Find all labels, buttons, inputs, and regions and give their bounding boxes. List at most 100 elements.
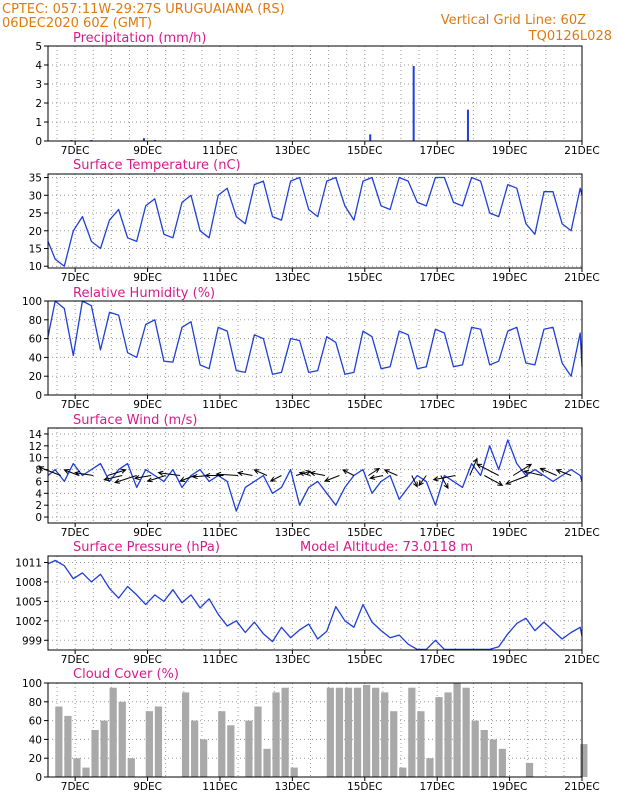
precipitation-xtick-label: 13DEC: [275, 145, 310, 157]
wind-wind-arrow: [418, 475, 427, 487]
cloud-cover-bar: [64, 715, 72, 777]
wind-ytick-label: 0: [35, 512, 42, 524]
temperature-xtick-label: 11DEC: [202, 272, 237, 284]
wind-wind-arrow: [368, 467, 381, 476]
cloud-cover-bar: [326, 687, 335, 777]
temperature-ytick-label: 25: [29, 208, 42, 220]
cloud-cover-ytick-label: 20: [29, 753, 42, 765]
temperature-ytick-label: 20: [29, 226, 42, 238]
precipitation-xtick-label: 7DEC: [61, 145, 90, 157]
precipitation-xtick-label: 11DEC: [202, 145, 237, 157]
wind-ytick-label: 14: [29, 429, 43, 441]
pressure-plot-frame: [47, 555, 583, 651]
cloud-cover-bar: [344, 687, 353, 777]
wind-ytick-label: 2: [35, 500, 42, 512]
precipitation-ytick-label: 4: [35, 60, 42, 72]
cloud-cover-bar: [399, 767, 407, 777]
precipitation-ytick-label: 5: [35, 41, 42, 53]
cloud-cover-bar: [218, 711, 226, 777]
wind-wind-arrow: [38, 466, 61, 476]
humidity-xtick-label: 15DEC: [347, 399, 382, 411]
wind-xtick-label: 15DEC: [347, 527, 382, 539]
precipitation-bar: [369, 134, 372, 141]
cloud-cover-xtick-label: 7DEC: [61, 781, 90, 793]
humidity-xtick-label: 17DEC: [419, 399, 454, 411]
pressure-xtick-label: 21DEC: [564, 654, 599, 666]
cloud-cover-bar: [145, 711, 153, 777]
cloud-cover-xtick-label: 13DEC: [275, 781, 310, 793]
wind-wind-arrow: [236, 470, 253, 477]
cloud-cover-ytick-label: 100: [22, 678, 42, 690]
pressure-ytick-label: 1008: [15, 577, 42, 589]
cloud-cover-bar: [498, 748, 506, 777]
wind-wind-arrow: [253, 469, 268, 476]
pressure-xtick-label: 19DEC: [492, 654, 527, 666]
temperature-series-line: [47, 176, 583, 267]
precipitation-xtick-label: 19DEC: [492, 145, 527, 157]
temperature-ytick-label: 30: [29, 190, 42, 202]
humidity-xtick-label: 11DEC: [202, 399, 237, 411]
humidity-xtick-label: 9DEC: [133, 399, 162, 411]
wind-wind-arrow: [215, 471, 239, 478]
precipitation-ytick-label: 2: [35, 98, 42, 110]
wind-wind-arrow: [74, 470, 94, 476]
cloud-cover-bar: [381, 692, 389, 777]
cloud-cover-bar: [181, 692, 190, 777]
cloud-cover-ytick-label: 60: [29, 716, 42, 728]
wind-ytick-label: 10: [29, 453, 42, 465]
cloud-cover-bar: [353, 687, 362, 777]
cloud-cover-xtick-label: 19DEC: [492, 781, 527, 793]
cloud-cover-bar: [200, 739, 208, 777]
wind-ytick-label: 6: [35, 476, 42, 488]
cloud-cover-bar: [281, 687, 289, 777]
wind-wind-arrow: [323, 475, 340, 482]
wind-wind-arrow: [114, 475, 137, 484]
cloud-cover-bar: [408, 687, 416, 777]
wind-ytick-label: 8: [35, 465, 42, 477]
temperature-ytick-label: 15: [29, 243, 42, 255]
cloud-cover-xtick-label: 17DEC: [419, 781, 454, 793]
humidity-series-line: [47, 300, 583, 377]
cloud-cover-xtick-label: 21DEC: [564, 781, 599, 793]
temperature-xtick-label: 7DEC: [61, 272, 90, 284]
wind-xtick-label: 21DEC: [564, 527, 599, 539]
cloud-cover-ytick-label: 0: [35, 772, 42, 784]
wind-wind-arrow: [369, 474, 384, 480]
cloud-cover-bar: [272, 692, 280, 777]
wind-wind-arrow: [476, 463, 499, 476]
cloud-cover-bar: [580, 744, 588, 777]
wind-wind-arrow: [342, 469, 355, 476]
cloud-cover-bar: [489, 739, 497, 777]
wind-wind-arrow: [505, 475, 528, 485]
wind-wind-arrow: [269, 475, 282, 482]
pressure-xtick-label: 13DEC: [275, 654, 310, 666]
humidity-ytick-label: 0: [35, 390, 42, 402]
precipitation-bar: [466, 109, 469, 141]
wind-wind-arrow: [179, 475, 195, 482]
pressure-series-line: [47, 559, 583, 651]
wind-wind-arrow: [484, 475, 504, 486]
temperature-xtick-label: 17DEC: [419, 272, 454, 284]
precipitation-xtick-label: 17DEC: [419, 145, 454, 157]
wind-ytick-label: 4: [35, 488, 42, 500]
wind-wind-arrow: [469, 457, 478, 476]
temperature-title: Surface Temperature (nC): [73, 158, 241, 173]
wind-xtick-label: 19DEC: [492, 527, 527, 539]
precipitation-xtick-label: 21DEC: [564, 145, 599, 157]
cloud-cover-bar: [245, 720, 253, 777]
humidity-xtick-label: 13DEC: [275, 399, 310, 411]
temperature-xtick-label: 13DEC: [275, 272, 310, 284]
wind-xtick-label: 9DEC: [133, 527, 162, 539]
cloud-cover-plot-frame: [47, 682, 583, 778]
precipitation-plot-frame: [47, 45, 583, 142]
wind-wind-arrow: [298, 471, 311, 477]
wind-wind-arrow: [555, 469, 572, 476]
temperature-xtick-label: 19DEC: [492, 272, 527, 284]
cloud-cover-bar: [471, 720, 479, 777]
pressure-xtick-label: 11DEC: [202, 654, 237, 666]
wind-wind-arrow: [432, 475, 456, 482]
cloud-cover-xtick-label: 11DEC: [202, 781, 237, 793]
cloud-cover-bar: [263, 748, 271, 777]
cloud-cover-bar: [91, 730, 99, 777]
